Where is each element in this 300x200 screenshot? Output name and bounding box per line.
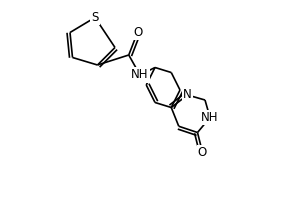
Text: N: N <box>183 88 192 102</box>
Text: NH: NH <box>201 111 219 124</box>
Text: O: O <box>133 26 142 39</box>
Text: S: S <box>91 11 99 24</box>
Text: NH: NH <box>131 68 149 82</box>
Text: O: O <box>198 146 207 159</box>
